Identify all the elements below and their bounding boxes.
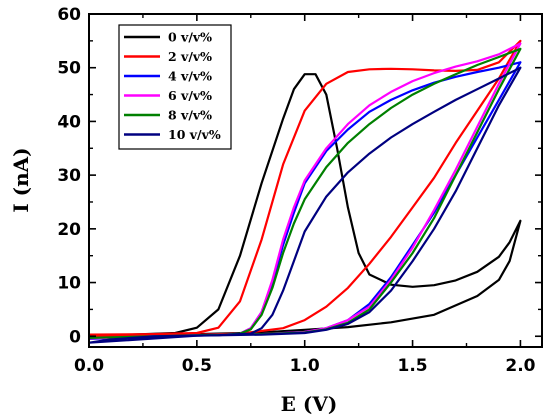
x-tick-label: 0.5 (182, 356, 212, 376)
series-line-6 (89, 66, 522, 344)
legend-label-6: 10 v/v% (168, 127, 221, 142)
y-axis-title: I (nA) (9, 147, 33, 212)
legend-label-2: 2 v/v% (168, 49, 212, 64)
series-line-2 (89, 39, 522, 338)
y-tick-label: 60 (57, 5, 81, 25)
legend-box (118, 24, 232, 150)
series-line-4 (89, 42, 522, 340)
plot-area (89, 39, 522, 344)
x-tick-label: 1.5 (398, 356, 428, 376)
legend-label-4: 6 v/v% (168, 88, 212, 103)
legend-label-5: 8 v/v% (168, 108, 212, 123)
legend: 0 v/v% 2 v/v% 4 v/v% 6 v/v% 8 v/v% 10 v/v% (118, 24, 232, 150)
series-layer (89, 39, 522, 344)
legend-label-3: 4 v/v% (168, 69, 212, 84)
series-line-5 (89, 47, 522, 339)
legend-label-1: 0 v/v% (168, 30, 212, 45)
y-tick-label: 30 (57, 166, 81, 186)
ticks-layer: 0.0 0.5 1.0 1.5 2.0 0 10 20 30 40 50 60 (57, 5, 542, 376)
plot-frame (88, 13, 543, 348)
y-tick-label: 40 (57, 112, 81, 132)
x-tick-label: 2.0 (505, 356, 535, 376)
y-tick-label: 50 (57, 59, 81, 79)
y-tick-label: 10 (57, 274, 81, 294)
x-tick-label: 0.0 (74, 356, 104, 376)
y-tick-label: 0 (69, 327, 81, 347)
x-tick-label: 1.0 (290, 356, 320, 376)
y-tick-label: 20 (57, 220, 81, 240)
x-axis-title: E (V) (281, 392, 338, 416)
series-line-1 (89, 73, 522, 338)
